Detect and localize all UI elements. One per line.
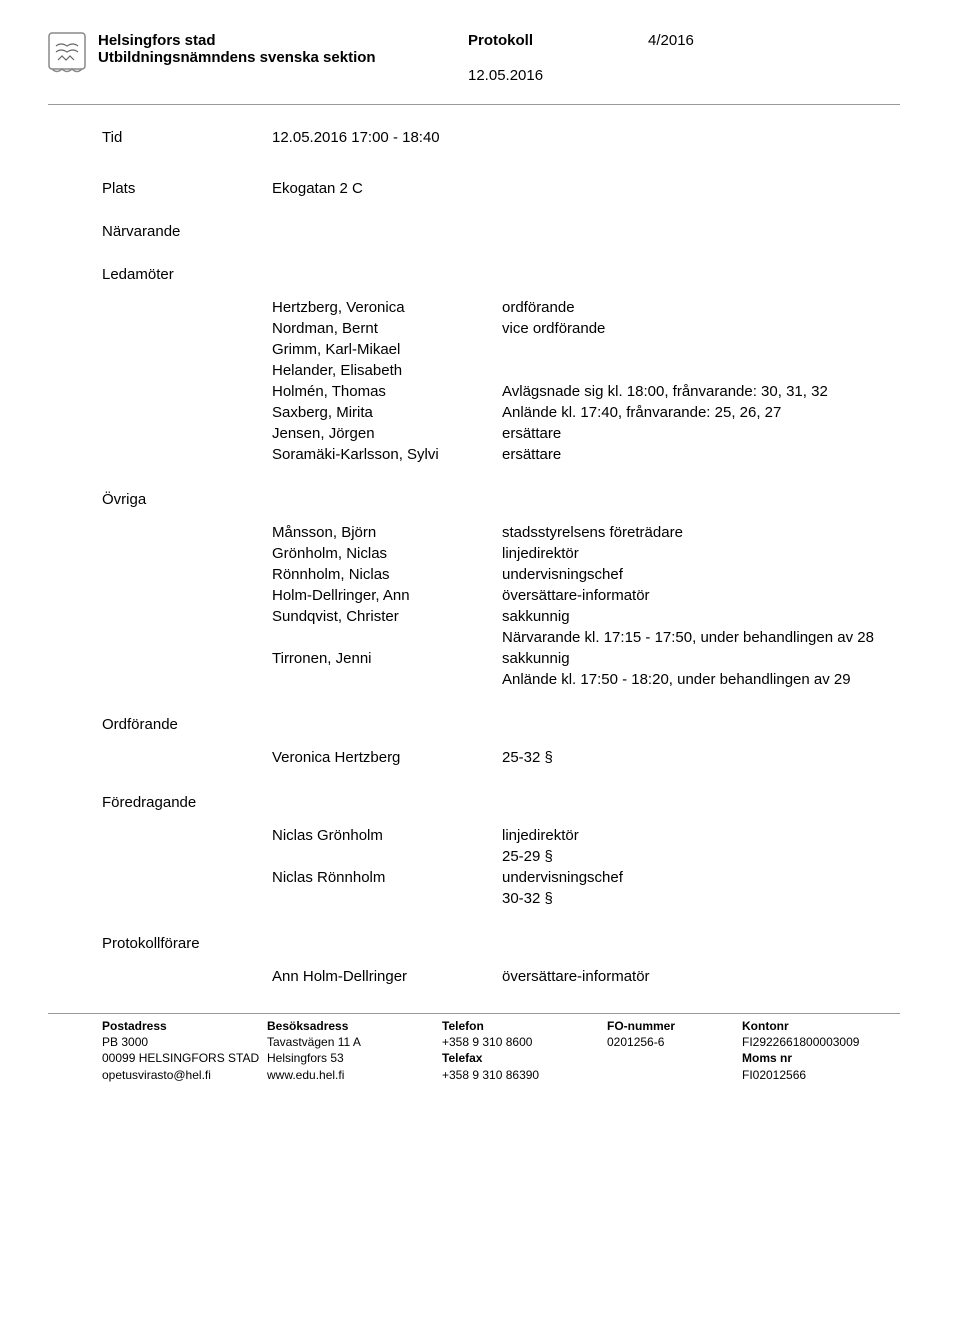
footer-cell: www.edu.hel.fi <box>267 1067 442 1083</box>
person-role: översättare-informatör <box>502 966 900 987</box>
footer-cell: FI02012566 <box>742 1067 922 1083</box>
person-row: Niclas Grönholmlinjedirektör 25-29 § <box>272 825 900 867</box>
person-role: ersättare <box>502 423 900 444</box>
person-name: Sundqvist, Christer <box>272 606 502 627</box>
person-name: Månsson, Björn <box>272 522 502 543</box>
person-name: Hertzberg, Veronica <box>272 297 502 318</box>
plats-value: Ekogatan 2 C <box>272 180 900 197</box>
footer-cell: Moms nr <box>742 1050 922 1066</box>
footer-cell: FI2922661800003009 <box>742 1034 922 1050</box>
foredragande-label: Föredragande <box>102 794 900 811</box>
ledamoter-list: Hertzberg, VeronicaordförandeNordman, Be… <box>272 297 900 465</box>
person-name: Soramäki-Karlsson, Sylvi <box>272 444 502 465</box>
person-role: stadsstyrelsens företrädare <box>502 522 900 543</box>
tid-label: Tid <box>102 129 272 146</box>
plats-label: Plats <box>102 180 272 197</box>
ledamoter-label: Ledamöter <box>102 266 900 283</box>
footer-heading: FO-nummer <box>607 1018 742 1034</box>
person-role: linjedirektör 25-29 § <box>502 825 900 867</box>
doc-type: Protokoll <box>468 32 648 49</box>
person-role: ersättare <box>502 444 900 465</box>
ovriga-label: Övriga <box>102 491 900 508</box>
person-row: Rönnholm, Niclasundervisningschef <box>272 564 900 585</box>
footer-heading: Postadress <box>102 1018 267 1034</box>
footer-cell: 0201256-6 <box>607 1034 742 1050</box>
person-role: sakkunnig Närvarande kl. 17:15 - 17:50, … <box>502 606 900 648</box>
person-role: Avlägsnade sig kl. 18:00, frånvarande: 3… <box>502 381 900 402</box>
person-row: Månsson, Björnstadsstyrelsens företrädar… <box>272 522 900 543</box>
person-role: undervisningschef <box>502 564 900 585</box>
org-name: Helsingfors stad <box>98 32 468 49</box>
person-name: Ann Holm-Dellringer <box>272 966 502 987</box>
person-row: Ann Holm-Dellringeröversättare-informatö… <box>272 966 900 987</box>
person-name: Niclas Rönnholm <box>272 867 502 888</box>
person-name: Tirronen, Jenni <box>272 648 502 669</box>
footer-cell <box>607 1050 742 1066</box>
person-row: Sundqvist, Christersakkunnig Närvarande … <box>272 606 900 648</box>
person-name: Helander, Elisabeth <box>272 360 502 381</box>
footer-cell: Helsingfors 53 <box>267 1050 442 1066</box>
footer-cell: Tavastvägen 11 A <box>267 1034 442 1050</box>
doc-number: 4/2016 <box>648 32 788 49</box>
person-role: översättare-informatör <box>502 585 900 606</box>
person-name: Saxberg, Mirita <box>272 402 502 423</box>
person-row: Niclas Rönnholmundervisningschef 30-32 § <box>272 867 900 909</box>
ordforande-list: Veronica Hertzberg25-32 § <box>272 747 900 768</box>
person-row: Tirronen, Jennisakkunnig Anlände kl. 17:… <box>272 648 900 690</box>
person-name: Holm-Dellringer, Ann <box>272 585 502 606</box>
protokollforare-label: Protokollförare <box>102 935 900 952</box>
person-row: Helander, Elisabeth <box>272 360 900 381</box>
footer-cell: +358 9 310 8600 <box>442 1034 607 1050</box>
person-name: Niclas Grönholm <box>272 825 502 846</box>
ovriga-list: Månsson, Björnstadsstyrelsens företrädar… <box>272 522 900 690</box>
footer-cell <box>607 1067 742 1083</box>
person-row: Grönholm, Niclaslinjedirektör <box>272 543 900 564</box>
footer-heading: Kontonr <box>742 1018 922 1034</box>
narvarande-label: Närvarande <box>102 223 900 240</box>
header-rule <box>48 104 900 105</box>
tid-value: 12.05.2016 17:00 - 18:40 <box>272 129 900 146</box>
person-name: Holmén, Thomas <box>272 381 502 402</box>
person-row: Hertzberg, Veronicaordförande <box>272 297 900 318</box>
person-role: sakkunnig Anlände kl. 17:50 - 18:20, und… <box>502 648 900 690</box>
person-row: Grimm, Karl-Mikael <box>272 339 900 360</box>
person-name: Veronica Hertzberg <box>272 747 502 768</box>
person-role: vice ordförande <box>502 318 900 339</box>
person-role: ordförande <box>502 297 900 318</box>
footer-cell: Telefax <box>442 1050 607 1066</box>
footer-heading: Telefon <box>442 1018 607 1034</box>
footer-cell: opetusvirasto@hel.fi <box>102 1067 267 1083</box>
document-header: Helsingfors stad Protokoll 4/2016 Utbild… <box>48 32 900 84</box>
person-row: Holmén, ThomasAvlägsnade sig kl. 18:00, … <box>272 381 900 402</box>
footer: PostadressBesöksadressTelefonFO-nummerKo… <box>102 1018 900 1083</box>
person-row: Nordman, Berntvice ordförande <box>272 318 900 339</box>
foredragande-list: Niclas Grönholmlinjedirektör 25-29 §Nicl… <box>272 825 900 909</box>
protokollforare-list: Ann Holm-Dellringeröversättare-informatö… <box>272 966 900 987</box>
person-row: Saxberg, MiritaAnlände kl. 17:40, frånva… <box>272 402 900 423</box>
person-row: Jensen, Jörgenersättare <box>272 423 900 444</box>
person-row: Soramäki-Karlsson, Sylviersättare <box>272 444 900 465</box>
city-crest-icon <box>48 32 86 76</box>
person-role: linjedirektör <box>502 543 900 564</box>
person-row: Holm-Dellringer, Annöversättare-informat… <box>272 585 900 606</box>
document-date: 12.05.2016 <box>468 67 648 84</box>
footer-cell: +358 9 310 86390 <box>442 1067 607 1083</box>
footer-rule <box>48 1013 900 1014</box>
person-role: 25-32 § <box>502 747 900 768</box>
person-name: Grimm, Karl-Mikael <box>272 339 502 360</box>
person-role: undervisningschef 30-32 § <box>502 867 900 909</box>
footer-cell: PB 3000 <box>102 1034 267 1050</box>
ordforande-label: Ordförande <box>102 716 900 733</box>
person-role: Anlände kl. 17:40, frånvarande: 25, 26, … <box>502 402 900 423</box>
person-name: Jensen, Jörgen <box>272 423 502 444</box>
committee-name: Utbildningsnämndens svenska sektion <box>98 49 468 84</box>
person-row: Veronica Hertzberg25-32 § <box>272 747 900 768</box>
footer-cell: 00099 HELSINGFORS STAD <box>102 1050 267 1066</box>
person-name: Nordman, Bernt <box>272 318 502 339</box>
person-name: Grönholm, Niclas <box>272 543 502 564</box>
person-name: Rönnholm, Niclas <box>272 564 502 585</box>
footer-heading: Besöksadress <box>267 1018 442 1034</box>
